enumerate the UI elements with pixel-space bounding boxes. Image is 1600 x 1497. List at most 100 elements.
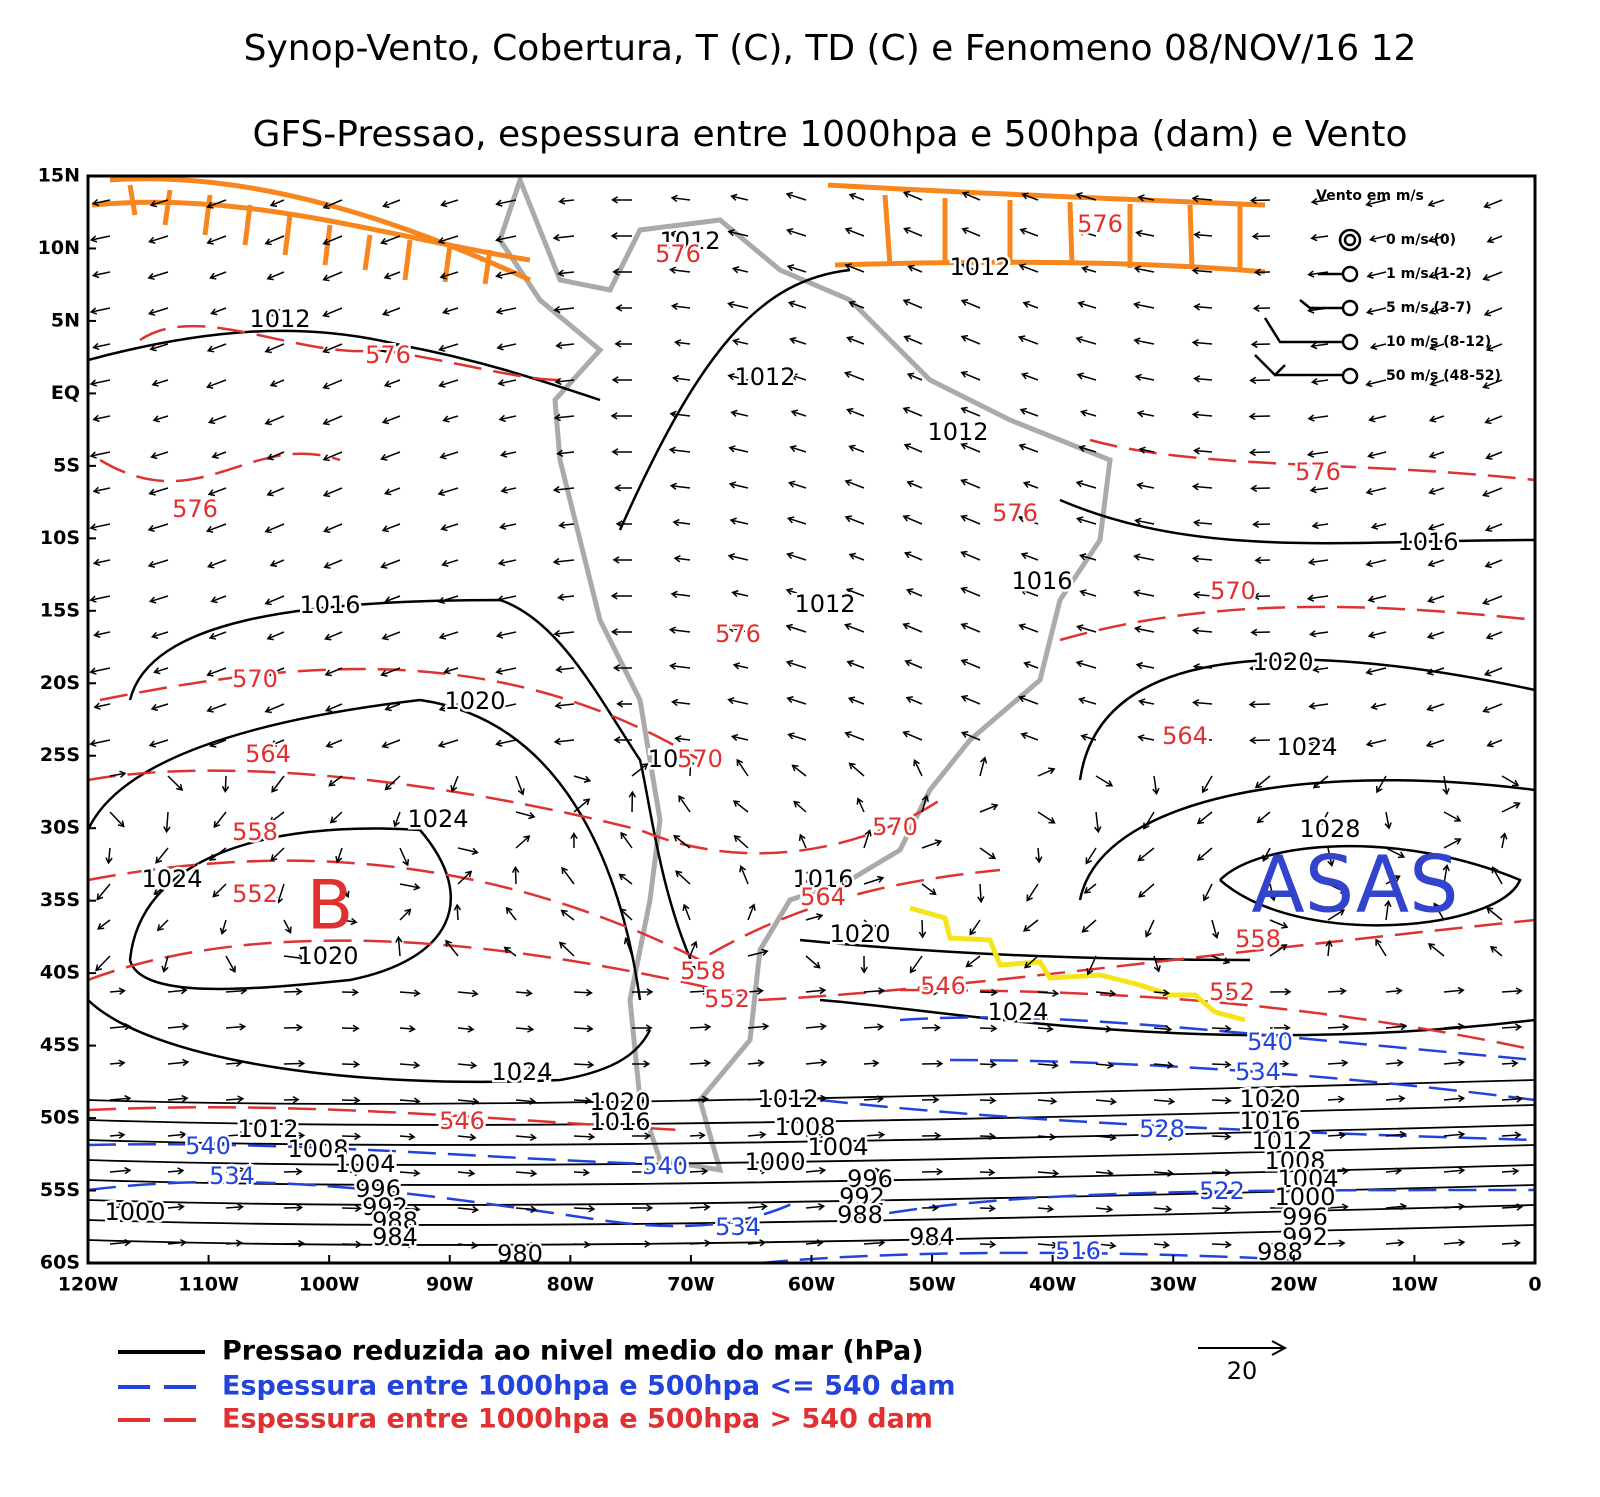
wind-arrow bbox=[844, 515, 865, 525]
wind-arrow bbox=[395, 935, 403, 957]
wind-arrow bbox=[92, 558, 111, 566]
wind-arrow bbox=[616, 700, 633, 708]
wind-arrow bbox=[611, 448, 633, 456]
wind-arrow bbox=[515, 1025, 535, 1033]
pressure-label: 1020 bbox=[589, 1088, 650, 1116]
wind-arrow bbox=[1443, 1166, 1466, 1175]
wind-arrow bbox=[1249, 196, 1271, 205]
wind-arrow bbox=[208, 847, 227, 861]
wind-arrow bbox=[457, 811, 467, 830]
wind-arrow bbox=[979, 1240, 997, 1249]
wind-arrow bbox=[1426, 667, 1445, 676]
wind-arrow bbox=[960, 298, 981, 309]
wind-arrow bbox=[747, 1202, 768, 1211]
wind-arrow bbox=[167, 1203, 185, 1211]
wind-arrow bbox=[499, 522, 517, 530]
wind-arrow bbox=[1427, 559, 1445, 568]
wind-arrow bbox=[960, 622, 981, 633]
wind-arrow bbox=[1256, 811, 1271, 824]
wind-arrow bbox=[669, 662, 691, 670]
pressure-label: 1016 bbox=[1011, 567, 1072, 595]
thickness-blue-label: 534 bbox=[715, 1213, 761, 1241]
wind-arrow bbox=[1077, 300, 1097, 309]
wind-arrow bbox=[208, 631, 227, 640]
wind-arrow bbox=[1428, 307, 1445, 315]
wind-arrow bbox=[1018, 695, 1039, 705]
wind-arrow bbox=[689, 1023, 712, 1031]
wind-arrow bbox=[905, 696, 923, 705]
wind-arrow bbox=[1211, 1240, 1232, 1249]
wind-legend-item: 0 m/s (0) bbox=[1386, 232, 1456, 248]
wind-arrow bbox=[611, 376, 633, 384]
wind-arrow bbox=[1133, 337, 1155, 345]
wind-arrow bbox=[283, 1239, 306, 1248]
wind-arrow bbox=[611, 196, 633, 204]
wind-arrow bbox=[323, 523, 343, 533]
front-line bbox=[909, 905, 1246, 1023]
wind-arrow bbox=[805, 1058, 828, 1067]
wind-arrow bbox=[557, 593, 575, 601]
wind-legend-item: 10 m/s (8-12) bbox=[1386, 334, 1491, 350]
wind-arrow bbox=[573, 1205, 596, 1213]
wind-arrow bbox=[275, 883, 285, 905]
wind-arrow bbox=[552, 557, 575, 566]
wind-arrow bbox=[1022, 481, 1039, 489]
wind-arrow bbox=[495, 631, 517, 639]
pressure-label: 1000 bbox=[104, 1198, 165, 1226]
wind-arrow bbox=[727, 696, 749, 705]
wind-arrow bbox=[515, 835, 531, 849]
wind-arrow bbox=[1385, 875, 1401, 885]
wind-arrow bbox=[785, 623, 807, 633]
wind-arrow bbox=[105, 847, 113, 865]
wind-arrow bbox=[1365, 559, 1387, 568]
wind-arrow bbox=[89, 523, 111, 531]
wind-arrow bbox=[1153, 1133, 1176, 1142]
wind-arrow bbox=[1433, 902, 1445, 921]
wind-arrow bbox=[863, 987, 886, 995]
wind-arrow bbox=[264, 595, 285, 606]
wind-arrow bbox=[614, 340, 633, 348]
wind-arrow bbox=[1037, 1241, 1059, 1249]
pressure-label: 1016 bbox=[792, 865, 853, 893]
wind-arrow bbox=[674, 339, 691, 347]
wind-arrow bbox=[573, 798, 591, 813]
wind-arrow bbox=[689, 1131, 706, 1140]
wind-arrow bbox=[1320, 811, 1329, 826]
wind-arrow bbox=[1135, 661, 1155, 670]
wind-arrow bbox=[960, 478, 981, 489]
wind-arrow bbox=[906, 588, 923, 597]
wind-arrow bbox=[558, 197, 575, 205]
wind-arrow bbox=[785, 587, 807, 597]
wind-arrow bbox=[678, 794, 691, 813]
wind-arrow bbox=[747, 987, 764, 995]
wind-arrow bbox=[149, 199, 169, 208]
wind-arrow bbox=[1075, 192, 1097, 201]
wind-arrow bbox=[1249, 376, 1271, 385]
wind-arrow bbox=[863, 1239, 886, 1247]
wind-arrow bbox=[902, 514, 923, 525]
wind-arrow bbox=[1037, 811, 1056, 824]
wind-arrow bbox=[1192, 591, 1213, 599]
wind-arrow bbox=[225, 1167, 247, 1175]
wind-arrow bbox=[495, 703, 517, 711]
wind-arrow bbox=[573, 1168, 590, 1177]
pressure-label: 1012 bbox=[237, 1115, 298, 1143]
wind-arrow bbox=[219, 919, 227, 935]
wind-arrow bbox=[1075, 480, 1097, 489]
wind-arrow bbox=[1020, 372, 1039, 381]
wind-arrow bbox=[1385, 1167, 1402, 1175]
wind-arrow bbox=[1022, 919, 1039, 932]
wind-arrow bbox=[979, 1132, 997, 1141]
wind-arrow bbox=[1312, 775, 1329, 789]
wind-arrow bbox=[903, 227, 923, 237]
wind-arrow bbox=[1252, 304, 1271, 313]
wind-arrow bbox=[631, 763, 649, 777]
wind-arrow bbox=[844, 623, 865, 633]
wind-arrow bbox=[1023, 955, 1039, 969]
wind-arrow bbox=[631, 1240, 652, 1248]
wind-arrow bbox=[382, 199, 401, 209]
wind-arrow bbox=[904, 659, 923, 669]
wind-arrow bbox=[1269, 919, 1289, 929]
wind-arrow bbox=[341, 1204, 362, 1213]
wind-arrow bbox=[148, 487, 169, 496]
